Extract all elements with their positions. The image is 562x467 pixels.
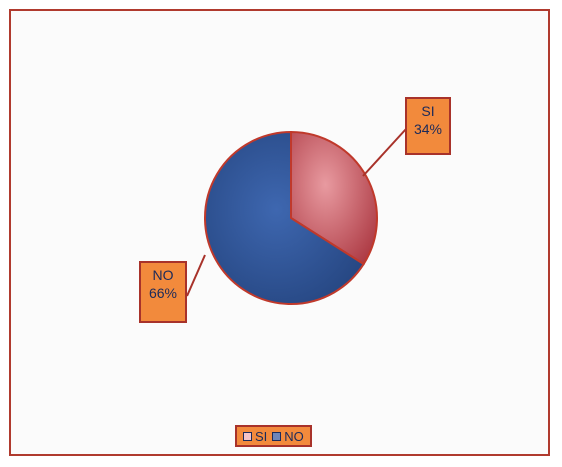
data-label-si-category: SI	[421, 103, 435, 119]
leader-line-si	[362, 128, 407, 177]
chart-legend: SI NO	[235, 425, 312, 447]
legend-label-si: SI	[255, 428, 268, 444]
data-label-no-value: 66%	[148, 285, 178, 301]
data-label-no-category: NO	[152, 267, 174, 283]
pie-slice-no	[204, 130, 365, 305]
pie-chart	[186, 128, 407, 305]
legend-swatch-no	[272, 431, 282, 441]
legend-label-no: NO	[284, 428, 304, 444]
data-label-si-value: 34%	[413, 121, 443, 137]
legend-entry-no: NO	[272, 429, 304, 444]
data-label-no: NO 66%	[139, 261, 187, 323]
leader-line-no	[186, 254, 206, 297]
legend-swatch-si	[243, 431, 252, 441]
chart-frame: SI 34% NO 66% SI NO	[9, 9, 550, 456]
legend-entry-si: SI	[243, 429, 267, 444]
data-label-si: SI 34%	[405, 97, 451, 155]
